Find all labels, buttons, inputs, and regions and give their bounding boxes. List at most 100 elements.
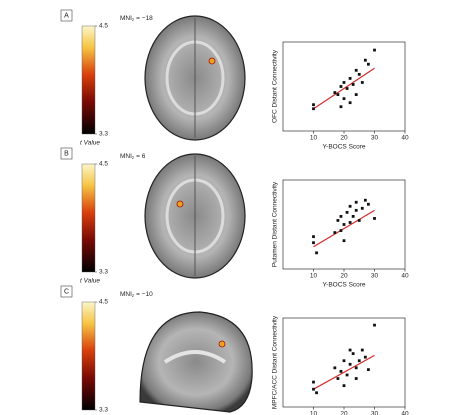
data-point — [312, 241, 315, 245]
slice-value: = −10 — [136, 291, 153, 298]
data-point — [336, 377, 340, 380]
slice-value: = −18 — [136, 15, 153, 22]
data-point — [315, 251, 318, 255]
plot-frame — [282, 41, 406, 132]
data-point — [348, 362, 352, 366]
data-point — [351, 215, 355, 218]
colorbar — [81, 301, 96, 411]
data-point — [315, 391, 318, 395]
data-point — [342, 223, 346, 226]
colorbar-tick-label: 3.3 — [99, 131, 108, 138]
data-point — [312, 107, 315, 111]
x-tick-label: 20 — [340, 273, 348, 280]
y-axis-label: Putamen Distant Connectivity — [272, 181, 279, 267]
x-tick-label: 30 — [371, 411, 379, 415]
data-point — [351, 352, 355, 355]
panel-label: C — [64, 289, 69, 296]
activation — [218, 340, 226, 348]
data-point — [354, 377, 358, 380]
slice-value: = 6 — [136, 153, 146, 160]
x-tick-label: 20 — [340, 411, 348, 415]
data-point — [345, 87, 349, 90]
data-point — [342, 97, 346, 101]
x-tick-label: 30 — [371, 135, 379, 142]
fit-line — [313, 354, 375, 390]
colorbar-tick-label: 4.5 — [99, 299, 108, 306]
data-point — [367, 62, 370, 66]
panel-label-box — [60, 147, 73, 160]
colorbar-tick-label: 4.5 — [99, 23, 108, 30]
slice-axis: z — [132, 293, 135, 298]
colorbar — [81, 163, 96, 273]
x-tick-label: 40 — [401, 273, 409, 280]
data-point — [373, 217, 376, 220]
data-point — [351, 83, 355, 86]
slice-label: MNIz = −18 — [120, 15, 153, 22]
slice-axis: z — [132, 155, 135, 160]
fit-line — [313, 67, 375, 110]
data-point — [312, 387, 315, 391]
slice-label: MNIz = 6 — [120, 153, 146, 160]
data-point — [360, 348, 364, 352]
data-point — [342, 239, 346, 243]
data-point — [336, 93, 340, 96]
data-point — [360, 81, 364, 84]
data-point — [363, 355, 367, 359]
colorbar — [81, 25, 96, 135]
data-point — [357, 72, 361, 76]
data-point — [339, 85, 343, 88]
data-point — [363, 198, 367, 202]
data-point — [357, 359, 361, 363]
data-point — [373, 323, 376, 327]
data-point — [333, 366, 337, 370]
colorbar-tick-label: 3.3 — [99, 269, 108, 276]
activation — [176, 200, 184, 208]
x-tick-label: 20 — [340, 135, 348, 142]
data-point — [339, 370, 343, 373]
data-point — [348, 101, 352, 105]
data-point — [348, 77, 352, 80]
data-point — [342, 81, 346, 84]
data-point — [367, 202, 370, 206]
data-point — [354, 200, 358, 204]
data-point — [354, 93, 358, 96]
data-point — [354, 366, 358, 370]
data-point — [348, 204, 352, 208]
data-point — [367, 368, 370, 372]
slice-label-text: MNI — [120, 15, 132, 22]
x-axis-label: Y-BOCS Score — [322, 282, 365, 289]
y-axis-label: OFC Distant Connectivity — [272, 49, 279, 123]
activation — [208, 57, 216, 65]
data-point — [339, 215, 343, 218]
x-tick-label: 40 — [401, 135, 409, 142]
data-point — [354, 68, 358, 72]
colorbar-tick-label: 4.5 — [99, 161, 108, 168]
data-point — [312, 103, 315, 107]
brain-image — [139, 311, 253, 413]
colorbar-label: t Value — [80, 140, 100, 147]
plot-frame — [282, 317, 406, 408]
panel-label: B — [64, 151, 69, 158]
panel-label-box — [60, 285, 73, 298]
data-point — [373, 48, 376, 52]
data-point — [333, 231, 337, 234]
x-axis-label: Y-BOCS Score — [322, 144, 365, 151]
x-tick-label: 10 — [310, 135, 318, 142]
data-point — [336, 219, 340, 222]
slice-label: MNIz = −10 — [120, 291, 153, 298]
data-point — [339, 229, 343, 232]
slice-label-text: MNI — [120, 291, 132, 298]
x-tick-label: 30 — [371, 273, 379, 280]
data-point — [357, 219, 361, 222]
data-point — [354, 208, 358, 212]
data-point — [345, 373, 349, 377]
data-point — [312, 235, 315, 239]
y-axis-label: MPFC/ACC Distant Connectivity — [272, 315, 279, 409]
colorbar-label: t Value — [80, 278, 100, 285]
panel-label: A — [64, 13, 69, 20]
data-point — [348, 221, 352, 224]
data-point — [312, 380, 315, 384]
data-point — [348, 348, 352, 352]
data-point — [363, 58, 367, 62]
